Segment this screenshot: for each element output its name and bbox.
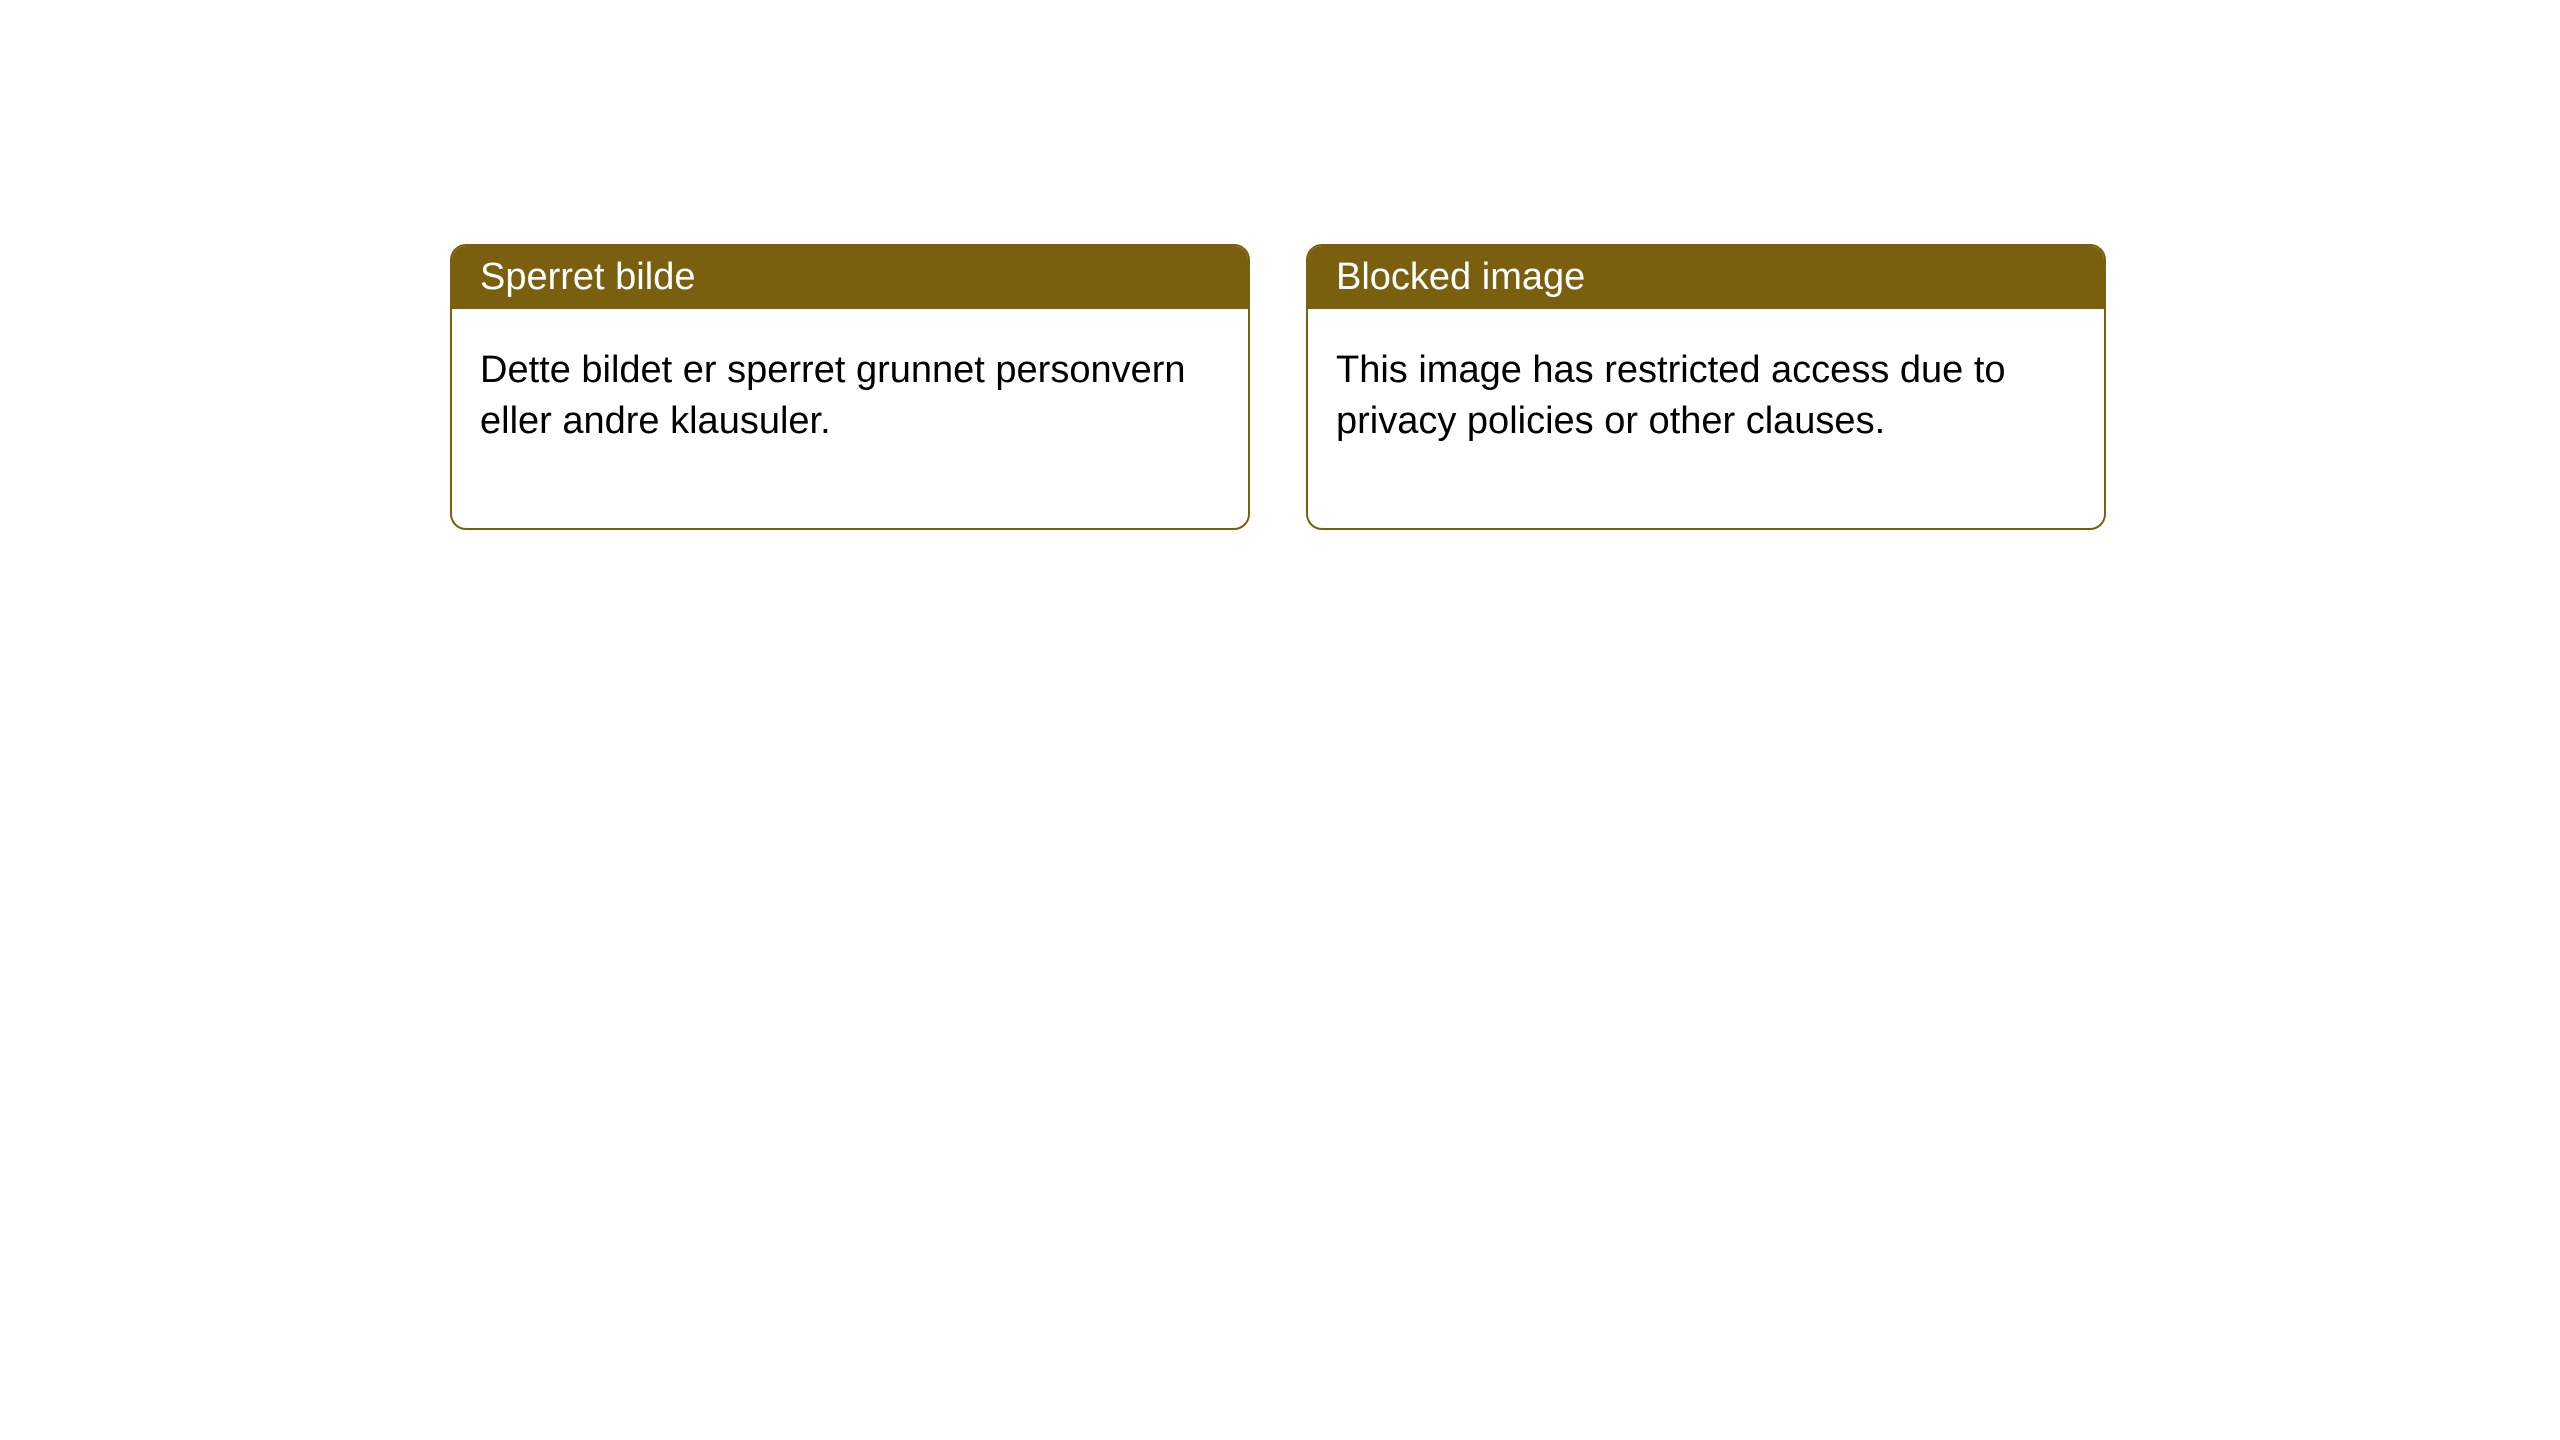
notice-body: Dette bildet er sperret grunnet personve… [452, 309, 1248, 528]
notice-card-norwegian: Sperret bilde Dette bildet er sperret gr… [450, 244, 1250, 530]
notice-title: Sperret bilde [452, 246, 1248, 309]
notice-body: This image has restricted access due to … [1308, 309, 2104, 528]
notice-title: Blocked image [1308, 246, 2104, 309]
notice-container: Sperret bilde Dette bildet er sperret gr… [450, 244, 2106, 530]
notice-card-english: Blocked image This image has restricted … [1306, 244, 2106, 530]
